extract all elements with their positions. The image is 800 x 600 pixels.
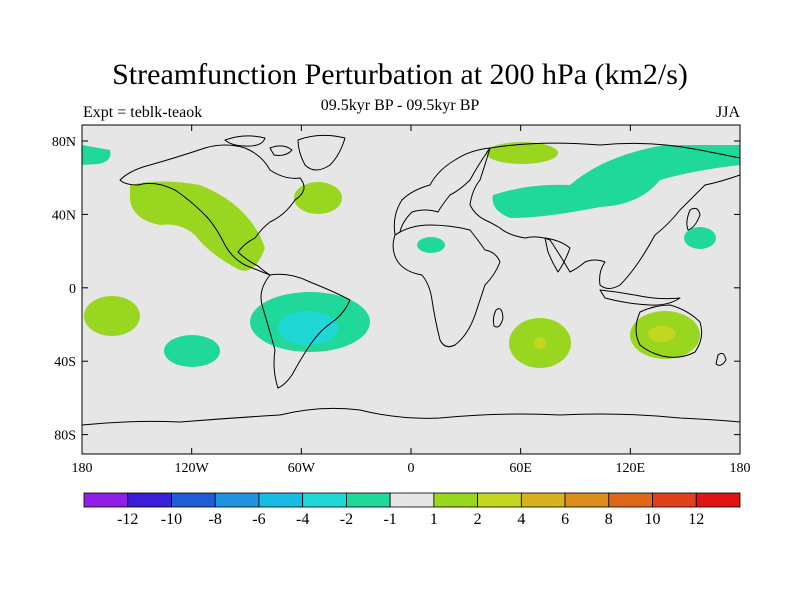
- coastlines: [81, 134, 741, 426]
- colorbar-label: 2: [474, 511, 482, 528]
- map-subtitle: 09.5kyr BP - 09.5kyr BP: [320, 97, 480, 114]
- positive-region-north-america: [130, 181, 265, 271]
- lat-tick-label: 80N: [52, 135, 76, 150]
- lon-tick-label: 120W: [175, 461, 210, 476]
- colorbar-segment: [433, 492, 479, 508]
- colorbar-segment: [477, 492, 522, 508]
- colorbar-label: -8: [209, 511, 222, 528]
- colorbar-segment: [564, 492, 610, 508]
- lat-tick-label: 80S: [54, 429, 76, 444]
- negative-region-west-pacific: [684, 227, 716, 249]
- colorbar-label: 8: [605, 511, 613, 528]
- lat-tick-label: 0: [69, 282, 76, 297]
- lat-tick-label: 40S: [54, 355, 76, 370]
- negative-region-arctic-west: [82, 145, 111, 165]
- colorbar-label: -12: [117, 511, 138, 528]
- colorbar-label: 1: [430, 511, 438, 528]
- colorbar-label: -2: [340, 511, 353, 528]
- colorbar-label: 12: [688, 511, 704, 528]
- coastline-india: [544, 237, 571, 273]
- coastline-greenland: [297, 134, 346, 171]
- positive-region-arctic-russia: [486, 142, 558, 164]
- positive-region-south-pacific: [84, 296, 140, 336]
- coastline-south-america: [260, 273, 351, 389]
- experiment-label: Expt = teblk-teaok: [83, 104, 203, 121]
- colorbar-segment: [83, 492, 129, 508]
- colorbar-segment: [214, 492, 260, 508]
- latitude-ticks: 80N 40N 0 40S 80S: [52, 135, 740, 444]
- colorbar-segment: [345, 492, 391, 508]
- colorbar-segment: [258, 492, 304, 508]
- longitude-ticks: 180 120W 60W 0 60E 120E 180: [72, 125, 751, 476]
- colorbar-segment: [608, 492, 653, 508]
- coastline-europe: [393, 147, 491, 236]
- lon-tick-label: 60E: [509, 461, 532, 476]
- lon-tick-label: 60W: [288, 461, 316, 476]
- map-title: Streamfunction Perturbation at 200 hPa (…: [112, 58, 688, 91]
- negative-region-north-africa: [417, 237, 445, 253]
- colorbar: -12 -10 -8 -6 -4 -2 -1 1 2 4 6 8 10 12: [83, 492, 741, 528]
- colorbar-segment: [652, 492, 697, 508]
- lon-tick-label: 180: [730, 461, 751, 476]
- colorbar-segment: [520, 492, 566, 508]
- season-label: JJA: [715, 104, 740, 121]
- coastline-africa: [392, 224, 501, 348]
- colorbar-label: -4: [296, 511, 309, 528]
- coastline-madagascar: [492, 308, 504, 328]
- lon-tick-label: 0: [408, 461, 415, 476]
- positive-region-north-atlantic: [294, 182, 342, 214]
- negative-core-south-america: [278, 311, 338, 345]
- colorbar-segment: [695, 492, 741, 508]
- coastline-australia: [635, 304, 703, 358]
- lon-tick-label: 120E: [616, 461, 646, 476]
- colorbar-label: 6: [561, 511, 569, 528]
- colorbar-label: 4: [517, 511, 525, 528]
- negative-region-south-pacific-east: [164, 335, 220, 367]
- colorbar-label: -6: [252, 511, 265, 528]
- coastline-asia: [469, 142, 741, 289]
- anomaly-shading: [82, 142, 740, 368]
- negative-region-eurasia: [492, 145, 740, 218]
- coastline-north-america: [119, 144, 305, 276]
- coastline-japan: [686, 207, 701, 231]
- colorbar-label: 10: [645, 511, 661, 528]
- coastline-indonesia: [599, 289, 681, 306]
- coastline-antarctica: [81, 407, 741, 426]
- positive-core-australia: [648, 326, 676, 342]
- lat-tick-label: 40N: [52, 208, 76, 223]
- colorbar-label: -1: [383, 511, 396, 528]
- colorbar-segment: [127, 492, 172, 508]
- colorbar-segment: [389, 492, 435, 508]
- colorbar-label: -10: [161, 511, 182, 528]
- positive-core-south-indian-ocean: [534, 337, 546, 349]
- colorbar-segment: [302, 492, 347, 508]
- lon-tick-label: 180: [72, 461, 93, 476]
- coastline-new-zealand: [715, 352, 727, 366]
- colorbar-segment: [171, 492, 216, 508]
- coastline-canadian-archipelago: [224, 135, 293, 156]
